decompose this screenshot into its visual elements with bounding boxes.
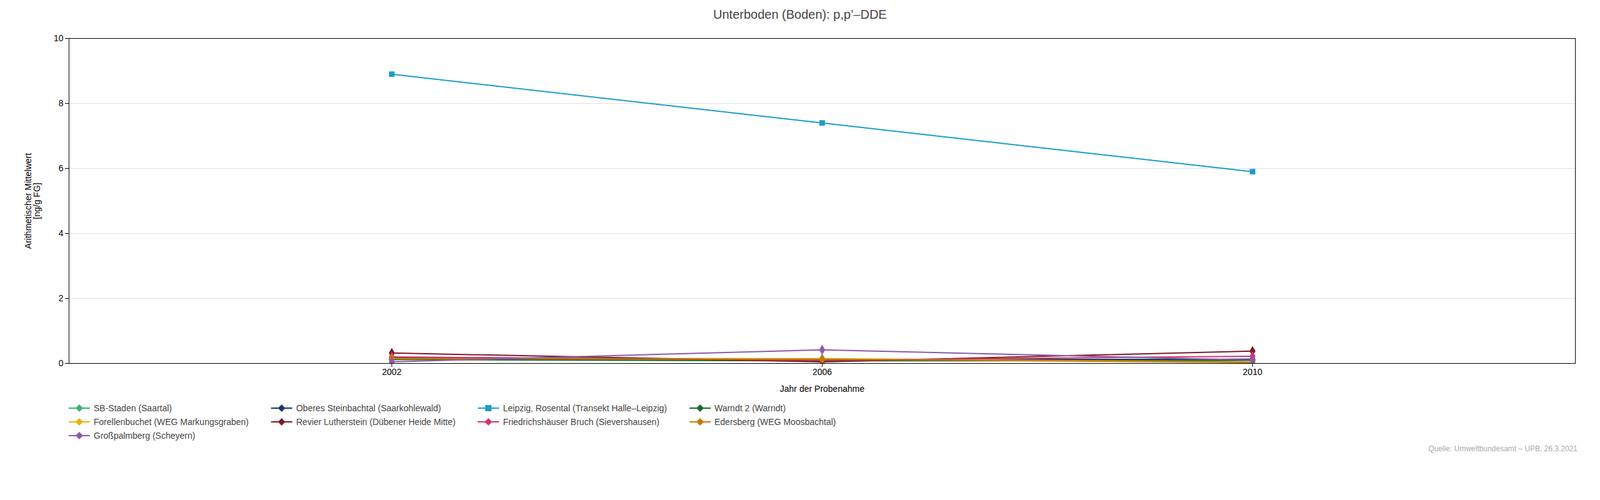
svg-text:2006: 2006 [812, 366, 832, 377]
html-text:Warndt 2 (Warndt): Warndt 2 (Warndt) [714, 402, 786, 413]
svg-text:4: 4 [58, 227, 64, 238]
html-text:Friedrichshäuser Bruch (Siever: Friedrichshäuser Bruch (Sievershausen) [503, 416, 660, 427]
svg-text:Jahr der Probenahme: Jahr der Probenahme [780, 383, 865, 394]
svg-text:8: 8 [58, 98, 64, 109]
html-text:Quelle: Umweltbundesamt – UPB,: Quelle: Umweltbundesamt – UPB, 26.3.2021 [1428, 444, 1578, 453]
svg-text:6: 6 [58, 162, 64, 173]
svg-text:2002: 2002 [382, 366, 402, 377]
html-text:SB-Staden (Saartal): SB-Staden (Saartal) [93, 402, 172, 413]
svg-text:10: 10 [53, 33, 64, 44]
html-text:Großpalmberg (Scheyern): Großpalmberg (Scheyern) [93, 430, 196, 441]
svg-text:2: 2 [58, 292, 64, 303]
svg-text:0: 0 [58, 357, 64, 368]
html-text:Unterboden (Boden): p,p’–DDE: Unterboden (Boden): p,p’–DDE [713, 7, 887, 22]
svg-text:Arithmetischer Mittelwert[ng/g: Arithmetischer Mittelwert[ng/g FG] [23, 153, 42, 249]
html-text:Revier Lutherstein (Dübener He: Revier Lutherstein (Dübener Heide Mitte) [296, 416, 456, 427]
html-text:Leipzig, Rosental (Transekt Ha: Leipzig, Rosental (Transekt Halle–Leipzi… [503, 402, 667, 413]
svg-text:2010: 2010 [1242, 366, 1263, 377]
html-text:Edersberg (WEG Moosbachtal): Edersberg (WEG Moosbachtal) [714, 416, 836, 427]
html-text:Oberes Steinbachtal (Saarkohle: Oberes Steinbachtal (Saarkohlewald) [296, 402, 441, 413]
html-text:Forellenbuchet (WEG Markungsgr: Forellenbuchet (WEG Markungsgraben) [93, 416, 249, 427]
